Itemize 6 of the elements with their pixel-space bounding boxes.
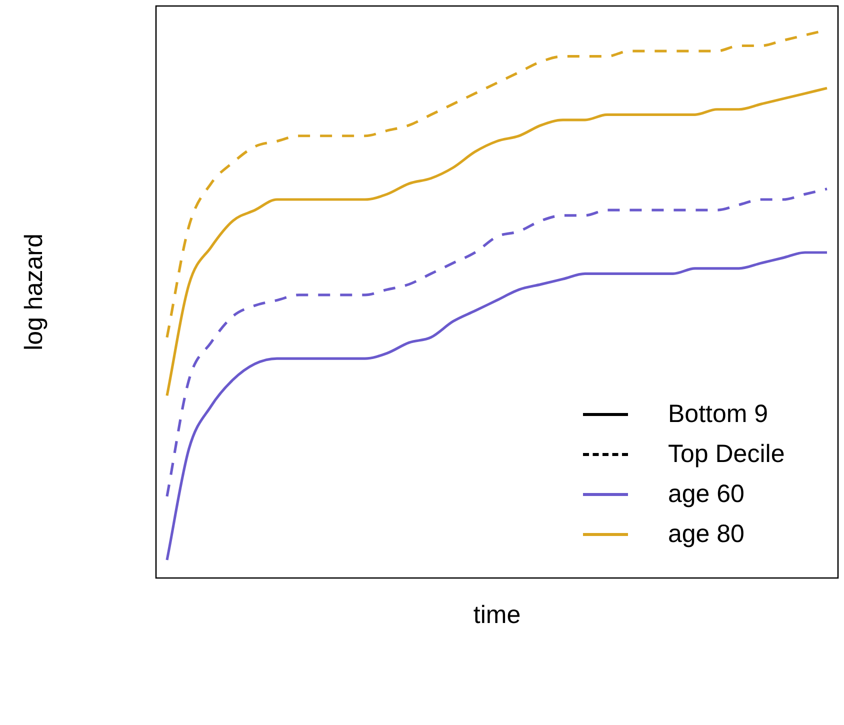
legend-label: age 60 — [668, 480, 744, 508]
legend-label: age 80 — [668, 520, 744, 548]
annotation: Bottom 9 — [668, 400, 768, 428]
y-axis-title: log hazard — [20, 234, 48, 350]
x-axis-title: time — [473, 600, 521, 629]
annotation: Top Decile — [668, 440, 785, 468]
